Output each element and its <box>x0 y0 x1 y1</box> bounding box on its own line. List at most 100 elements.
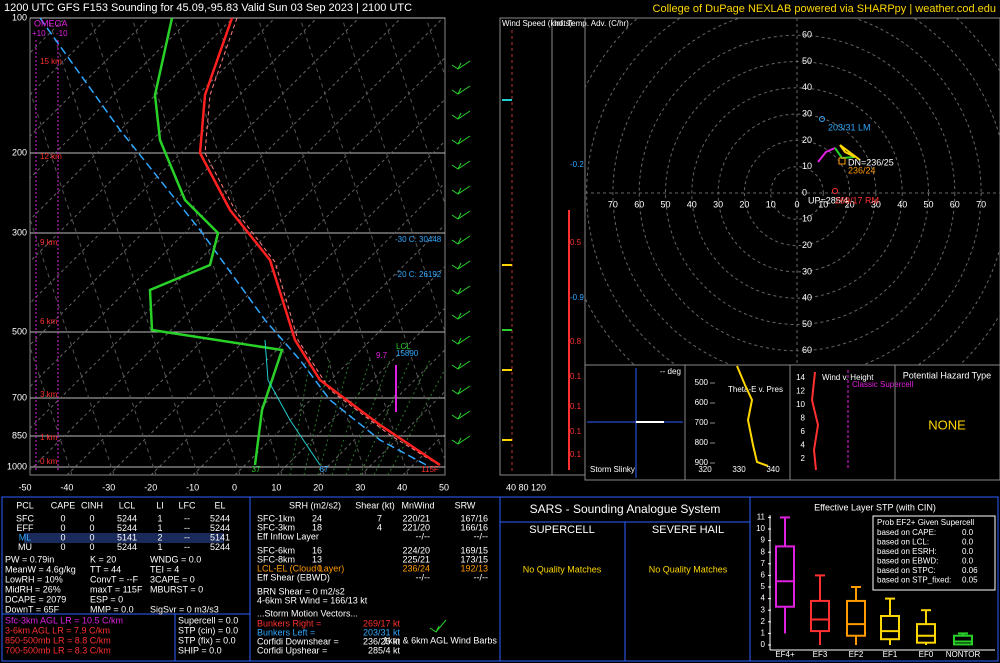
height-label: 9 km <box>40 238 58 247</box>
stp-ytick: 0 <box>761 640 766 649</box>
temperature-label: 10 <box>271 482 281 492</box>
index: PW = 0.79in <box>5 554 54 564</box>
hodo-x-label: 70 <box>608 199 618 209</box>
dry-adiabat <box>30 217 115 475</box>
level-label: -20 C: 26192 <box>395 270 442 279</box>
wind-barb <box>451 435 471 445</box>
hodo-y-label: 10 <box>802 161 812 171</box>
kin-cell: Eff Shear (EBWD) <box>257 572 330 582</box>
wind-barb <box>451 160 471 170</box>
dry-adiabat <box>299 18 445 462</box>
height-label: 12 km <box>40 152 62 161</box>
height-label: 15 km <box>40 57 62 66</box>
motion-label: Bunkers Left = <box>257 627 315 637</box>
motion-label: Bunkers Right = <box>257 618 321 628</box>
hodo-annotation: UP=285/4 <box>808 195 848 205</box>
stp-row-value: 0.0 <box>962 557 974 566</box>
isotherm <box>276 307 445 475</box>
table-cell: 0 <box>89 532 94 542</box>
isotherm <box>30 18 276 263</box>
table-cell: 5141 <box>117 532 137 542</box>
hodo-y-label: 30 <box>802 108 812 118</box>
pressure-label: 300 <box>12 227 27 237</box>
surface-label: 67 <box>320 465 329 474</box>
level-label: LCL <box>396 342 411 351</box>
sars-title: SARS - Sounding Analogue System <box>530 502 721 516</box>
table-cell: 5244 <box>117 542 137 552</box>
kin-cell: LCL-EL (Cloud Layer) <box>257 563 344 573</box>
skew-grid <box>30 18 445 475</box>
wind-speed-heading: Wind Speed (knots) <box>502 19 573 28</box>
wind-barb <box>451 85 471 95</box>
stp-row-label: based on STPC: <box>877 566 936 575</box>
table-cell: 0 <box>60 523 65 533</box>
hodo-x-label: 20 <box>845 199 855 209</box>
stp-ytick: 7 <box>761 559 766 568</box>
hodo-annotation: 203/31 LM <box>828 122 871 132</box>
advection-heading: Inf. Temp. Adv. (C/hr) <box>554 19 629 28</box>
kin-other: ...Storm Motion Vectors... <box>257 608 358 618</box>
stp-ytick: 3 <box>761 605 766 614</box>
height-tick: 12 <box>796 387 805 396</box>
wind-barb <box>451 310 471 320</box>
wind-speed-scale: 40 80 120 <box>506 482 546 492</box>
temperature-label: 40 <box>397 482 407 492</box>
hodo-trace <box>839 144 861 161</box>
temperature <box>198 18 441 467</box>
pressure-label: 500 <box>12 326 27 336</box>
wind-barb <box>451 235 471 245</box>
table-cell: -- <box>184 542 190 552</box>
lapse-rate: 700-500mb LR = 8.3 C/km <box>5 645 111 655</box>
table-cell: MU <box>18 542 32 552</box>
index: TEI = 4 <box>150 564 179 574</box>
table-cell: -- <box>184 513 190 523</box>
hodo-annotation: 236/24 <box>848 165 876 175</box>
dry-adiabat <box>47 18 199 475</box>
wind-barb <box>451 260 471 270</box>
hodo-x-label: 70 <box>976 199 986 209</box>
box <box>775 545 795 608</box>
dry-adiabat <box>257 18 409 475</box>
hodo-x-label: 40 <box>897 199 907 209</box>
hodo-annotation: 269/17 RM <box>835 195 879 205</box>
kin-cell: 166/16 <box>460 522 488 532</box>
height-label: 1 km <box>40 433 58 442</box>
table-header: LFC <box>178 500 196 510</box>
hodo-x-label: 30 <box>871 199 881 209</box>
stp-category: EF1 <box>883 650 898 659</box>
stp-row-value: 0.05 <box>962 576 978 585</box>
height-tick: 10 <box>796 400 805 409</box>
kin-cell: --/-- <box>416 531 431 541</box>
hodo-x-label: 20 <box>739 199 749 209</box>
wind-barb <box>451 335 471 345</box>
kin-cell: 13 <box>312 554 322 564</box>
stp-category: EF0 <box>919 650 934 659</box>
dry-adiabat <box>131 18 283 475</box>
wind-barb <box>451 410 471 420</box>
temperature-label: -50 <box>18 482 31 492</box>
table-header: PCL <box>16 500 34 510</box>
kin-cell: 169/15 <box>460 545 488 555</box>
stp-category: NONTOR <box>946 650 981 659</box>
height-label: 3 km <box>40 390 58 399</box>
index: ConvT = --F <box>90 574 139 584</box>
level-label: 15890 <box>396 349 419 358</box>
height-tick: 2 <box>801 454 806 463</box>
mixing-ratio <box>373 359 431 475</box>
advection-value: 0.5 <box>570 238 582 247</box>
stp-legend-title: Prob EF2+ Given Supercell <box>877 518 974 527</box>
kin-cell: 4 <box>377 522 382 532</box>
composite: STP (fix) = 0.0 <box>178 635 236 645</box>
table-cell: 5244 <box>210 523 230 533</box>
theta-e-title: Theta-E v. Pres <box>728 385 783 394</box>
hodo-x-label: 10 <box>818 199 828 209</box>
kin-header: SRH (m2/s2) <box>289 500 341 510</box>
table-cell: -- <box>184 523 190 533</box>
table-cell: ML <box>19 532 32 542</box>
table-header: LCL <box>119 500 136 510</box>
stp-ytick: 6 <box>761 571 766 580</box>
table-cell: 0 <box>89 513 94 523</box>
hodo-y-label: 50 <box>802 319 812 329</box>
dry-adiabat <box>215 18 367 475</box>
ring <box>691 87 903 299</box>
